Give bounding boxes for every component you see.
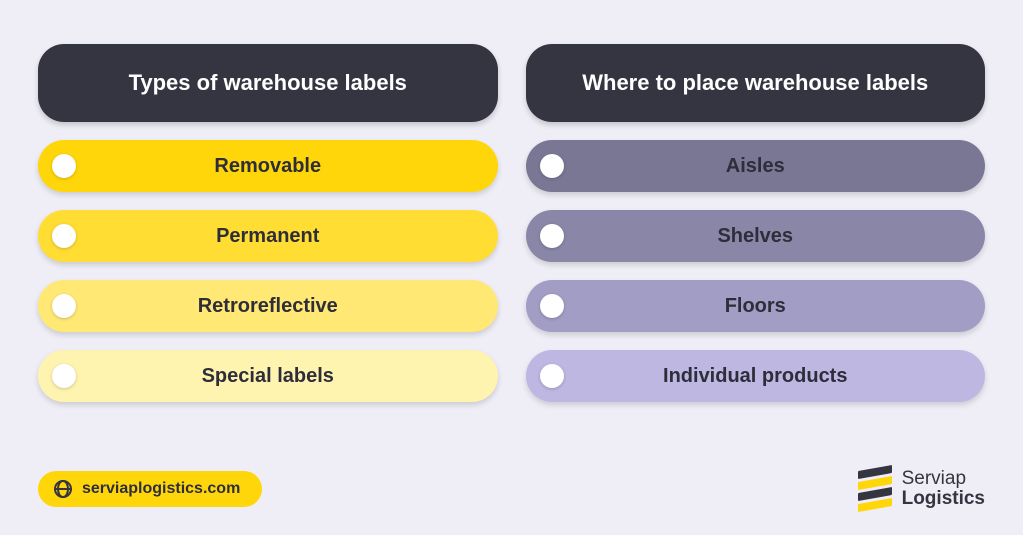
logo-line2: Logistics [902,489,985,509]
right-header-label: Where to place warehouse labels [582,70,928,96]
left-item-1-label: Permanent [216,225,319,248]
bullet-icon [540,364,564,388]
right-item-1-label: Shelves [717,225,793,248]
left-header-label: Types of warehouse labels [129,70,407,96]
logo-mark-icon [858,468,892,509]
columns-container: Types of warehouse labels Removable Perm… [38,44,985,402]
left-item-2: Retroreflective [38,280,498,332]
right-item-2: Floors [526,280,986,332]
left-column: Types of warehouse labels Removable Perm… [38,44,498,402]
bullet-icon [52,154,76,178]
logo-line1: Serviap [902,469,985,489]
right-item-0-label: Aisles [726,155,785,178]
right-column: Where to place warehouse labels Aisles S… [526,44,986,402]
brand-logo: Serviap Logistics [858,468,985,509]
bullet-icon [52,224,76,248]
right-item-3-label: Individual products [663,365,847,388]
left-item-3: Special labels [38,350,498,402]
right-header: Where to place warehouse labels [526,44,986,122]
right-item-1: Shelves [526,210,986,262]
bullet-icon [52,294,76,318]
bullet-icon [540,294,564,318]
left-item-1: Permanent [38,210,498,262]
bullet-icon [540,154,564,178]
right-item-3: Individual products [526,350,986,402]
left-header: Types of warehouse labels [38,44,498,122]
globe-icon [54,480,72,498]
bullet-icon [52,364,76,388]
footer: serviaplogistics.com Serviap Logistics [38,468,985,509]
left-item-3-label: Special labels [202,365,334,388]
source-url-label: serviaplogistics.com [82,480,240,498]
left-item-0-label: Removable [214,155,321,178]
left-item-2-label: Retroreflective [198,295,338,318]
right-item-0: Aisles [526,140,986,192]
logo-text: Serviap Logistics [902,469,985,509]
source-url-pill: serviaplogistics.com [38,471,262,507]
bullet-icon [540,224,564,248]
left-item-0: Removable [38,140,498,192]
right-item-2-label: Floors [725,295,786,318]
